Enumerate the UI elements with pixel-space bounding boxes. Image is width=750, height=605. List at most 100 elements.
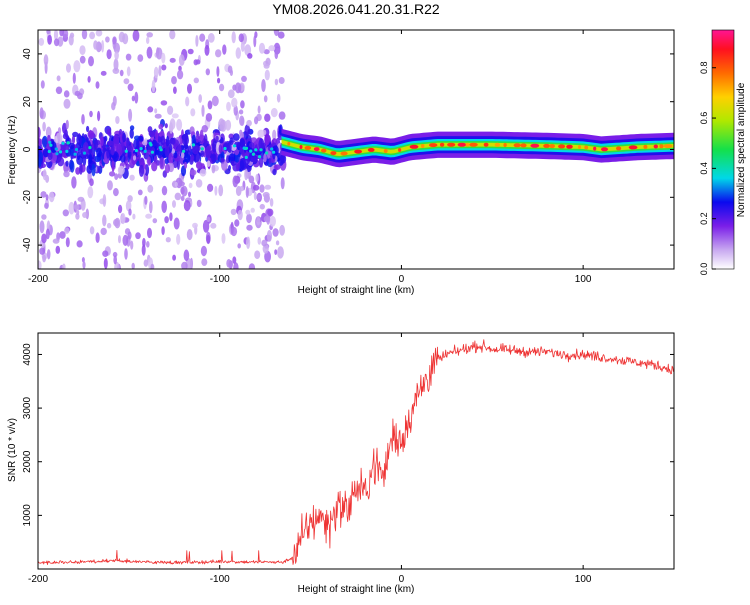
spectrogram-noise-cell bbox=[237, 209, 243, 221]
spectrogram-speckle bbox=[232, 144, 237, 148]
spectrogram-speckle bbox=[242, 146, 246, 150]
spectrogram-noise-cell bbox=[45, 126, 52, 138]
spectrogram-noise-cell bbox=[112, 36, 117, 45]
spectrogram-noise-cell bbox=[68, 34, 74, 46]
spectrogram-noise-cell bbox=[120, 213, 126, 225]
spectrogram-noise-cell bbox=[44, 202, 49, 209]
spectrogram-peak-cell bbox=[643, 144, 648, 149]
spectrogram-peak-cell bbox=[584, 145, 589, 150]
spectrogram-noise-cell bbox=[161, 64, 167, 71]
spectrogram-noise-cell bbox=[122, 132, 127, 143]
spectrogram-noise-cell bbox=[72, 72, 76, 84]
spectrogram-noise-cell bbox=[232, 256, 237, 264]
spectrogram-speckle bbox=[270, 147, 274, 151]
spectrogram-noise-cell bbox=[82, 261, 86, 269]
snr-y-tick-label: 4000 bbox=[22, 343, 33, 366]
spectrogram-noise-cell bbox=[100, 70, 107, 76]
spectrogram-noise-cell bbox=[228, 165, 231, 171]
spectrogram-y-tick-label: 0 bbox=[22, 146, 33, 152]
spectrogram-x-tick-label: -200 bbox=[28, 274, 48, 285]
snr-frame bbox=[37, 332, 675, 570]
spectrogram-noise-cell bbox=[161, 226, 165, 236]
spectrogram-noise-cell bbox=[53, 30, 59, 41]
spectrogram-noise-cell bbox=[101, 40, 105, 53]
spectrogram-noise-cell bbox=[171, 76, 177, 85]
spectrogram-noise-cell bbox=[164, 163, 170, 174]
spectrogram-peak-cell bbox=[313, 147, 320, 152]
spectrogram-x-tick-label: 100 bbox=[575, 274, 592, 285]
spectrogram-noise-cell bbox=[113, 255, 117, 265]
spectrogram-noise-cell bbox=[95, 232, 100, 243]
spectrogram-noise-cell bbox=[238, 109, 244, 115]
spectrogram-noise-cell bbox=[42, 135, 48, 148]
spectrogram-noise-cell bbox=[229, 137, 234, 145]
spectrogram-noise-cell bbox=[93, 40, 98, 50]
spectrogram-noise-cell bbox=[95, 30, 103, 37]
spectrogram-speckle bbox=[251, 152, 255, 156]
spectrogram-noise-cell bbox=[46, 249, 51, 260]
spectrogram-noise-cell bbox=[126, 66, 131, 77]
spectrogram-noise-cell bbox=[245, 209, 251, 215]
spectrogram-noise-cell bbox=[206, 234, 211, 244]
spectrogram-noise-cell bbox=[100, 227, 107, 236]
spectrogram-noise-cell bbox=[193, 151, 200, 163]
spectrogram-speckle bbox=[54, 147, 58, 151]
spectrogram-noise-cell bbox=[266, 230, 272, 242]
spectrogram-noise-cell bbox=[272, 228, 279, 237]
spectrogram-speckle bbox=[47, 149, 51, 154]
spectrogram-speckle bbox=[150, 150, 154, 154]
spectrogram-noise-cell bbox=[81, 114, 85, 125]
spectrogram-noise-cell bbox=[252, 184, 260, 191]
spectrogram-noise-cell bbox=[142, 237, 146, 248]
spectrogram-noise-cell bbox=[149, 200, 153, 214]
spectrogram-peak-cell bbox=[321, 148, 327, 153]
spectrogram-noise-cell bbox=[244, 168, 249, 181]
spectrogram-peak-cell bbox=[439, 142, 445, 147]
spectrogram-noise-cell bbox=[173, 217, 180, 230]
spectrogram-noise-cell bbox=[127, 83, 134, 92]
spectrogram-noise-cell bbox=[215, 49, 222, 58]
spectrogram-peak-cell bbox=[494, 142, 501, 147]
spectrogram-noise-cell bbox=[146, 36, 150, 45]
spectrogram-noise-cell bbox=[127, 231, 132, 240]
spectrogram-noise-cell bbox=[246, 236, 251, 249]
spectrogram-speckle bbox=[48, 140, 52, 144]
spectrogram-noise-cell bbox=[195, 134, 200, 143]
spectrogram-noise-cell bbox=[216, 66, 220, 77]
spectrogram-noise-cell bbox=[169, 57, 176, 63]
spectrogram-noise-cell bbox=[40, 80, 45, 89]
spectrogram-peak-cell bbox=[578, 145, 581, 149]
spectrogram-noise-cell bbox=[217, 77, 221, 84]
spectrogram-noise-cell bbox=[149, 131, 156, 138]
spectrogram-peak-cell bbox=[593, 146, 597, 151]
spectrogram-speckle bbox=[158, 146, 162, 150]
spectrogram-noise-cell bbox=[89, 31, 96, 40]
spectrogram-noise-cell bbox=[146, 32, 153, 38]
spectrogram-band-inner bbox=[281, 138, 674, 158]
spectrogram-noise-cell bbox=[150, 263, 155, 269]
spectrogram-noise-cell bbox=[155, 47, 163, 60]
spectrogram-noise-cell bbox=[272, 168, 277, 176]
spectrogram-noise-cell bbox=[59, 30, 64, 37]
spectrogram-noise-cell bbox=[190, 154, 195, 161]
spectrogram-noise-cell bbox=[113, 218, 120, 227]
spectrogram-noise-cell bbox=[79, 45, 86, 55]
spectrogram-speckle bbox=[200, 147, 204, 151]
spectrogram-noise-cell bbox=[115, 116, 120, 124]
spectrogram-noise-cell bbox=[201, 125, 208, 133]
spectrogram-noise-cell bbox=[188, 182, 193, 189]
spectrogram-speckle bbox=[134, 149, 138, 153]
spectrogram-speckle bbox=[82, 151, 87, 155]
spectrogram-noise-cell bbox=[196, 161, 201, 169]
spectrogram-noise-cell bbox=[187, 48, 194, 55]
colorbar-tick-label: 0.8 bbox=[699, 61, 709, 74]
spectrogram-noise-cell bbox=[169, 118, 176, 130]
spectrogram-noise-cell bbox=[205, 68, 210, 76]
spectrogram-speckle bbox=[55, 152, 59, 156]
spectrogram-noise-cell bbox=[146, 241, 150, 248]
spectrogram-peak-cell bbox=[628, 145, 638, 150]
spectrogram-noise-cell bbox=[240, 100, 245, 109]
spectrogram-peak-cell bbox=[330, 151, 337, 156]
spectrogram-noise-cell bbox=[195, 34, 199, 47]
spectrogram-noise-cell bbox=[182, 158, 189, 165]
